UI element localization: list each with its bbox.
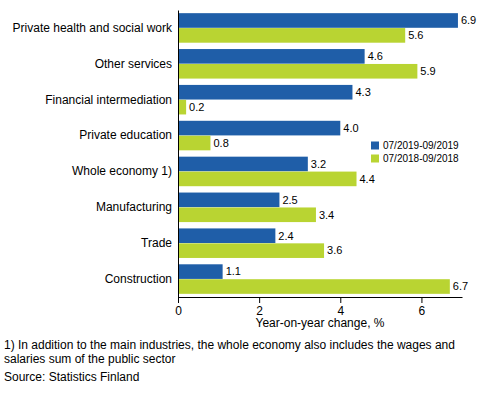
- data-labels: 6.9 4.6 4.3 4.0 3.2 2.5 2.4 1.1 5.6 5.9 0.2 0.8 4.4 3…: [189, 14, 476, 292]
- data-label: 4.3: [355, 86, 370, 98]
- data-label: 4.0: [343, 122, 358, 134]
- tick: Private education: [79, 128, 178, 142]
- data-label: 0.8: [213, 137, 228, 149]
- data-label: 5.9: [420, 65, 435, 77]
- data-label: 3.4: [319, 209, 334, 221]
- chart: 6.9 4.6 4.3 4.0 3.2 2.5 2.4 1.1 5.6 5.9 0.2 0.8 4.4 3…: [0, 0, 493, 416]
- bar: [178, 243, 324, 258]
- data-label: 4.4: [360, 173, 375, 185]
- bar: [178, 228, 275, 243]
- tick: Whole economy 1): [72, 164, 178, 178]
- tick-label: Manufacturing: [96, 200, 172, 214]
- tick-label: Trade: [141, 236, 172, 250]
- bar: [178, 13, 458, 28]
- tick-mark: [178, 297, 179, 303]
- bar: [178, 64, 417, 79]
- legend-item: 07/2019-09/2019: [371, 140, 459, 151]
- axis-line: [178, 11, 179, 298]
- bar: [178, 264, 223, 279]
- x-axis: 0 2 4 6: [175, 297, 462, 318]
- legend-swatch: [371, 142, 379, 150]
- bar: [178, 157, 308, 172]
- data-label: 6.9: [461, 14, 476, 26]
- tick: 6: [419, 297, 426, 318]
- bar: [178, 193, 279, 208]
- tick: 2: [256, 297, 263, 318]
- bar: [178, 121, 340, 136]
- data-label: 0.2: [189, 101, 204, 113]
- legend-swatch: [371, 155, 379, 163]
- plot: 6.9 4.6 4.3 4.0 3.2 2.5 2.4 1.1 5.6 5.9 0.2 0.8 4.4 3…: [13, 11, 477, 331]
- tick: 0: [175, 297, 182, 318]
- bar: [178, 100, 186, 115]
- tick-mark: [259, 297, 260, 303]
- data-label: 4.6: [368, 50, 383, 62]
- data-label: 3.2: [311, 158, 326, 170]
- legend-item: 07/2018-09/2018: [371, 153, 459, 164]
- bar: [178, 172, 357, 187]
- tick-label: Other services: [95, 57, 172, 71]
- tick-label: 0: [175, 304, 182, 318]
- tick: Private health and social work: [13, 21, 178, 35]
- bar: [178, 28, 405, 43]
- bar: [178, 279, 450, 294]
- bar: [178, 49, 365, 64]
- data-label: 1.1: [226, 265, 241, 277]
- axis-line: [179, 297, 463, 298]
- tick-mark: [340, 297, 341, 303]
- bar: [178, 207, 316, 222]
- y-axis: Private health and social work Other serv…: [13, 11, 179, 298]
- data-label: 2.5: [282, 194, 297, 206]
- bar: [178, 85, 352, 100]
- tick: Financial intermediation: [45, 93, 178, 107]
- tick-mark: [421, 297, 422, 303]
- axis-title: Year-on-year change, %: [256, 316, 385, 330]
- data-label: 5.6: [408, 29, 423, 41]
- tick-label: Construction: [105, 272, 172, 286]
- bar: [178, 136, 210, 151]
- tick: Construction: [105, 272, 178, 286]
- data-label: 2.4: [278, 230, 293, 242]
- legend-label: 07/2019-09/2019: [383, 140, 459, 151]
- tick-label: Private health and social work: [13, 21, 173, 35]
- annotation: Source: Statistics Finland: [4, 370, 139, 384]
- tick: Trade: [141, 236, 178, 250]
- tick-label: Whole economy 1): [72, 164, 172, 178]
- legend: 07/2019-09/2019 07/2018-09/2018: [371, 140, 459, 164]
- annotation: 1) In addition to the main industries, t…: [4, 338, 455, 366]
- legend-label: 07/2018-09/2018: [383, 153, 459, 164]
- tick: Other services: [95, 57, 178, 71]
- tick: Manufacturing: [96, 200, 178, 214]
- tick-label: Financial intermediation: [45, 93, 172, 107]
- tick-label: 6: [419, 304, 426, 318]
- data-label: 6.7: [453, 280, 468, 292]
- data-label: 3.6: [327, 244, 342, 256]
- tick: 4: [337, 297, 344, 318]
- tick-label: Private education: [79, 128, 172, 142]
